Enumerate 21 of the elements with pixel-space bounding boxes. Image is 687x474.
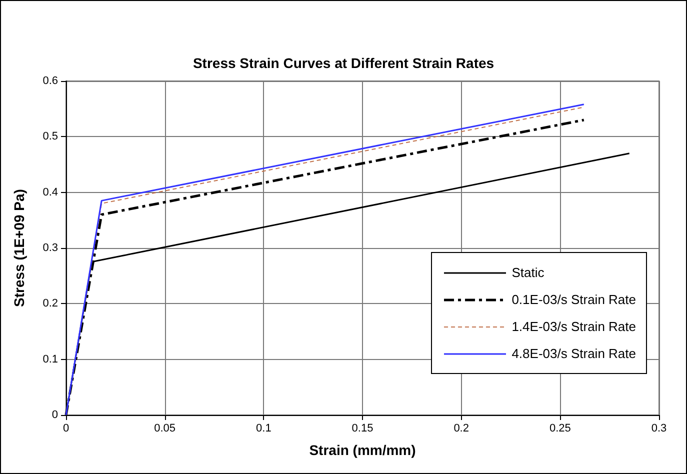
y-tick-label: 0.4 [42,186,58,198]
x-axis-title: Strain (mm/mm) [309,442,416,458]
legend-label: 4.8E-03/s Strain Rate [512,346,636,361]
y-tick-label: 0 [52,409,58,421]
x-tick-label: 0.15 [352,422,374,434]
y-tick-label: 0.3 [42,242,58,254]
x-tick-label: 0 [62,422,70,434]
chart-title: Stress Strain Curves at Different Strain Rates [192,55,494,71]
y-tick-label: 0.1 [42,353,58,366]
y-axis-title: Stress (1E+09 Pa) [11,189,27,307]
x-tick-label: 0.05 [154,422,176,434]
legend-label: 1.4E-03/s Strain Rate [512,319,636,334]
y-tick-label: 0.6 [42,75,58,87]
x-tick-label: 0.25 [549,422,571,434]
x-tick-label: 0.1 [256,422,272,434]
y-tick-label: 0.2 [42,298,58,310]
legend-label: Static [512,265,544,280]
legend-label: 0.1E-03/s Strain Rate [512,292,636,307]
y-tick-label: 0.5 [42,130,58,143]
x-tick-label: 0.3 [651,422,667,434]
x-tick-label: 0.2 [454,422,469,434]
